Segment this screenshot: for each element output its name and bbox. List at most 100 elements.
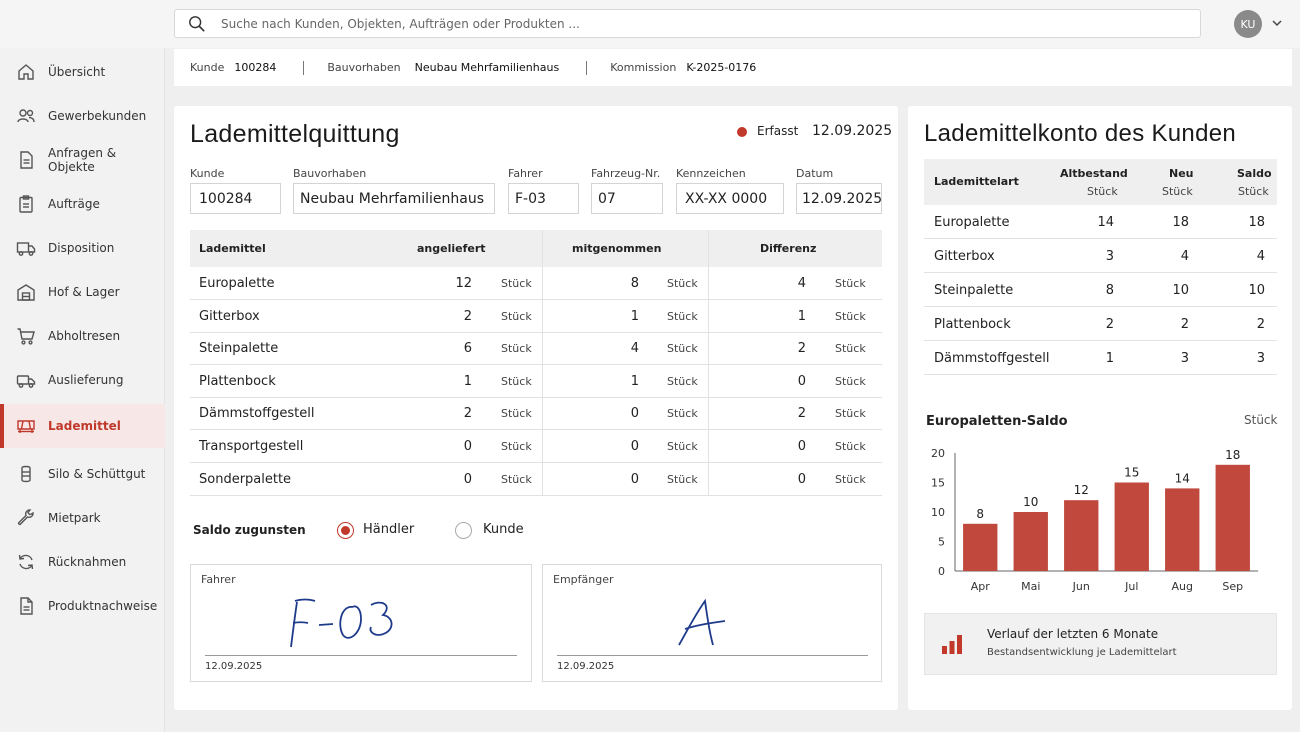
row-unit: Stück bbox=[667, 342, 698, 356]
account-panel: Lademittelkonto des Kunden Lademittelart… bbox=[908, 106, 1292, 710]
kennzeichen-field[interactable] bbox=[676, 183, 784, 214]
row-mitgenommen: 1 bbox=[630, 373, 639, 389]
row-unit: Stück bbox=[835, 472, 866, 486]
account-row: Steinpalette 8 10 10 bbox=[924, 273, 1277, 307]
radio-kunde[interactable] bbox=[455, 522, 472, 539]
x-tick-label: Aug bbox=[1172, 580, 1193, 593]
account-row-neu: 10 bbox=[1172, 283, 1189, 298]
y-tick-label: 5 bbox=[938, 536, 945, 549]
sidebar-item-hof-lager[interactable]: Hof & Lager bbox=[0, 270, 165, 314]
row-lademittel: Steinpalette bbox=[199, 341, 279, 357]
search-bar[interactable] bbox=[174, 9, 1201, 38]
chart-bar bbox=[1215, 464, 1250, 571]
table-row: Plattenbock 1 Stück 1 Stück 0 Stück bbox=[190, 365, 882, 398]
x-tick-label: Mai bbox=[1021, 580, 1040, 593]
row-lademittel: Transportgestell bbox=[199, 439, 304, 454]
account-row: Gitterbox 3 4 4 bbox=[924, 239, 1277, 273]
x-tick-label: Apr bbox=[971, 580, 991, 593]
table-row: Dämmstoffgestell 2 Stück 0 Stück 2 Stück bbox=[190, 397, 882, 431]
kunde-field[interactable] bbox=[190, 183, 281, 214]
avatar-initials: KU bbox=[1240, 17, 1256, 31]
history-subtitle: Bestandsentwicklung je Lademittelart bbox=[987, 647, 1177, 658]
row-differenz: 0 bbox=[797, 471, 806, 487]
radio-kunde-label[interactable]: Kunde bbox=[483, 522, 524, 537]
column-header-mitgenommen: mitgenommen bbox=[572, 242, 662, 255]
sidebar-item-disposition[interactable]: Disposition bbox=[0, 226, 165, 270]
datum-field[interactable] bbox=[796, 183, 882, 214]
sidebar-item-lademittel[interactable]: Lademittel bbox=[0, 404, 165, 448]
sidebar-item-produktnachweise[interactable]: Produktnachweise bbox=[0, 584, 165, 628]
chart-title: Europaletten-Saldo bbox=[926, 414, 1068, 429]
refresh-icon bbox=[16, 552, 36, 572]
sidebar-item-label: Gewerbekunden bbox=[48, 109, 147, 123]
signature-empfaenger[interactable]: Empfänger 12.09.2025 bbox=[542, 564, 882, 682]
history-card[interactable]: Verlauf der letzten 6 Monate Bestandsent… bbox=[924, 613, 1277, 675]
row-unit: Stück bbox=[667, 472, 698, 486]
row-unit: Stück bbox=[501, 309, 532, 323]
sidebar-item-mietpark[interactable]: Mietpark bbox=[0, 496, 165, 540]
bar-value-label: 14 bbox=[1175, 471, 1190, 485]
column-unit: Stück bbox=[1087, 185, 1118, 198]
x-tick-label: Sep bbox=[1222, 580, 1243, 593]
bauvorhaben-field[interactable] bbox=[293, 183, 495, 214]
pallet-icon bbox=[16, 416, 36, 436]
account-row-name: Dämmstoffgestell bbox=[934, 351, 1050, 366]
receipt-date: 12.09.2025 bbox=[812, 123, 893, 139]
y-tick-label: 10 bbox=[931, 506, 945, 519]
row-unit: Stück bbox=[835, 309, 866, 323]
silo-icon bbox=[16, 464, 36, 484]
radio-haendler-label[interactable]: Händler bbox=[363, 522, 415, 537]
account-row: Plattenbock 2 2 2 bbox=[924, 307, 1277, 341]
column-header-lademittel: Lademittel bbox=[199, 242, 266, 255]
row-mitgenommen: 0 bbox=[630, 471, 639, 487]
saldo-label: Saldo zugunsten bbox=[193, 523, 306, 537]
account-row-name: Gitterbox bbox=[934, 249, 995, 264]
column-unit: Stück bbox=[1162, 185, 1193, 198]
chart-bar bbox=[963, 523, 998, 571]
signature-fahrer[interactable]: Fahrer 12.09.2025 bbox=[190, 564, 532, 682]
sidebar-item-uebersicht[interactable]: Übersicht bbox=[0, 50, 165, 94]
sidebar-item-silo[interactable]: Silo & Schüttgut bbox=[0, 452, 165, 496]
sidebar-item-anfragen[interactable]: Anfragen & Objekte bbox=[0, 138, 165, 182]
account-row-saldo: 3 bbox=[1256, 351, 1265, 366]
cart-icon bbox=[16, 326, 36, 346]
row-angeliefert: 0 bbox=[463, 439, 472, 454]
row-angeliefert: 1 bbox=[463, 373, 472, 389]
account-title: Lademittelkonto des Kunden bbox=[924, 120, 1237, 147]
kunde-label: Kunde bbox=[190, 167, 225, 180]
sidebar-item-abholtresen[interactable]: Abholtresen bbox=[0, 314, 165, 358]
row-unit: Stück bbox=[501, 374, 532, 388]
europaletten-chart: 0 5 10 15 20 8 Apr 10 Mai 12 Jun 15 Jul 14 Aug 18 Sep bbox=[931, 447, 1258, 593]
bar-chart-icon bbox=[942, 635, 962, 654]
row-lademittel: Dämmstoffgestell bbox=[199, 406, 315, 422]
row-unit: Stück bbox=[501, 472, 532, 486]
sidebar-item-gewerbekunden[interactable]: Gewerbekunden bbox=[0, 94, 165, 138]
avatar[interactable]: KU bbox=[1234, 10, 1262, 38]
chart-bar bbox=[1114, 482, 1149, 571]
bar-value-label: 12 bbox=[1074, 483, 1089, 497]
account-row-name: Plattenbock bbox=[934, 317, 1011, 332]
fahrer-field[interactable] bbox=[508, 183, 579, 214]
table-row: Sonderpalette 0 Stück 0 Stück 0 Stück bbox=[190, 463, 882, 496]
search-input[interactable] bbox=[221, 16, 1121, 31]
sidebar-item-ruecknahmen[interactable]: Rücknahmen bbox=[0, 540, 165, 584]
empfaenger-signature-icon bbox=[678, 598, 726, 646]
document-icon bbox=[16, 150, 36, 170]
top-bar: KU bbox=[0, 0, 1300, 48]
row-unit: Stück bbox=[501, 342, 532, 356]
row-lademittel: Gitterbox bbox=[199, 308, 260, 324]
row-angeliefert: 6 bbox=[463, 341, 472, 357]
row-unit: Stück bbox=[501, 277, 532, 290]
sidebar-item-auftraege[interactable]: Aufträge bbox=[0, 182, 165, 226]
chevron-down-icon[interactable] bbox=[1271, 17, 1283, 29]
fahrzeug-field[interactable] bbox=[591, 183, 663, 214]
column-header-saldo: Saldo bbox=[1237, 167, 1272, 180]
row-unit: Stück bbox=[667, 277, 698, 290]
sidebar-item-label: Aufträge bbox=[48, 197, 100, 211]
history-title: Verlauf der letzten 6 Monate bbox=[987, 627, 1159, 641]
radio-haendler[interactable] bbox=[337, 522, 354, 539]
bar-value-label: 18 bbox=[1225, 448, 1240, 462]
signature-empfaenger-label: Empfänger bbox=[553, 573, 614, 586]
sidebar-item-auslieferung[interactable]: Auslieferung bbox=[0, 358, 165, 402]
signature-fahrer-label: Fahrer bbox=[201, 573, 236, 586]
